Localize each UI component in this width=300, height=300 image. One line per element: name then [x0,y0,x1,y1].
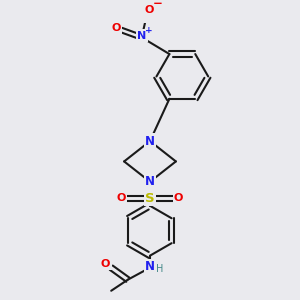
Text: +: + [145,26,153,34]
Text: N: N [145,260,155,273]
Text: N: N [137,31,146,40]
Text: O: O [144,5,154,15]
Text: O: O [101,259,110,269]
Text: H: H [157,264,164,274]
Text: S: S [145,192,155,205]
Text: O: O [117,194,126,203]
Text: O: O [111,23,121,33]
Text: O: O [174,194,183,203]
Text: N: N [145,175,155,188]
Text: −: − [152,0,162,10]
Text: N: N [145,135,155,148]
